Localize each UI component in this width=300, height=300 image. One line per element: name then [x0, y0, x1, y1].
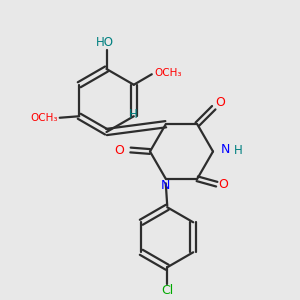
- Text: Cl: Cl: [161, 284, 173, 297]
- Text: O: O: [215, 96, 225, 110]
- Text: N: N: [161, 179, 170, 192]
- Text: H: H: [128, 108, 137, 121]
- Text: H: H: [233, 144, 242, 157]
- Text: OCH₃: OCH₃: [30, 113, 58, 123]
- Text: O: O: [218, 178, 228, 191]
- Text: N: N: [220, 142, 230, 156]
- Text: OCH₃: OCH₃: [154, 68, 182, 78]
- Text: O: O: [114, 143, 124, 157]
- Text: HO: HO: [96, 36, 114, 50]
